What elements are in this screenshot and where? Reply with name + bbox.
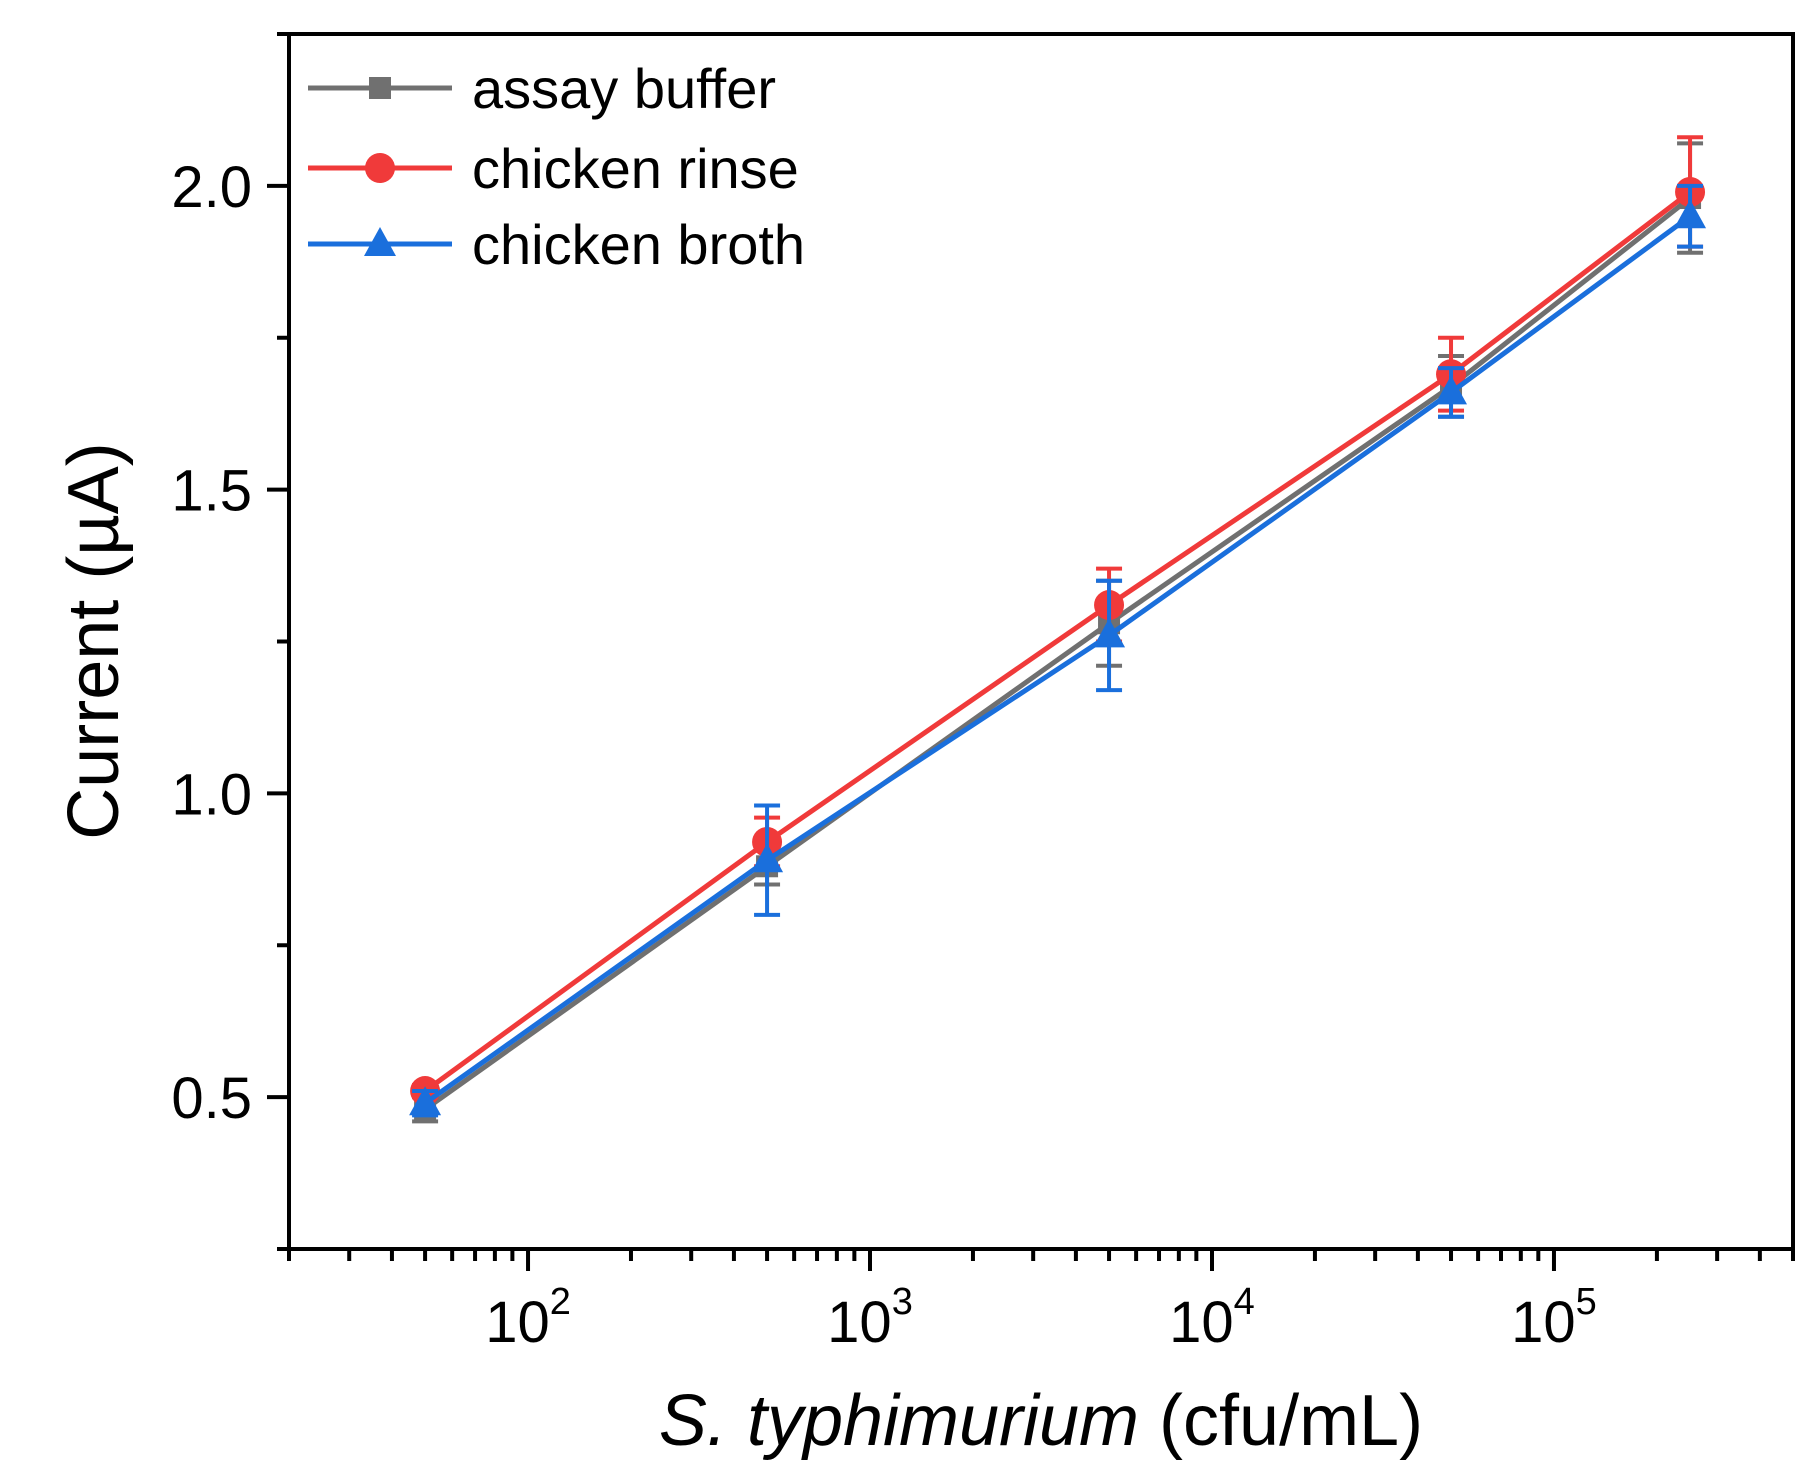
x-tick-label-base: 10: [1511, 1290, 1576, 1355]
x-tick-label-exponent: 3: [892, 1281, 913, 1323]
data-point: [1435, 375, 1468, 405]
series-line: [423, 189, 1692, 1094]
legend-label: chicken broth: [472, 213, 805, 276]
y-tick-label: 0.5: [171, 1066, 252, 1131]
legend-marker: [369, 77, 391, 99]
series-chicken-broth: [409, 183, 1707, 1118]
data-point: [409, 1086, 442, 1116]
legend-label: chicken rinse: [472, 137, 799, 200]
x-tick-label: 103: [827, 1281, 913, 1355]
x-axis-title-units: (cfu/mL): [1139, 1381, 1423, 1461]
data-point: [1093, 618, 1126, 648]
x-tick-label: 105: [1511, 1281, 1597, 1355]
x-tick-label-exponent: 4: [1234, 1281, 1255, 1323]
y-tick-label: 1.5: [171, 459, 252, 524]
legend-label: assay buffer: [472, 57, 776, 120]
x-tick-label-base: 10: [1169, 1290, 1234, 1355]
legend-item: assay buffer: [308, 57, 776, 120]
axis-ticks: [267, 32, 1795, 1271]
legend-marker: [364, 227, 396, 256]
x-tick-label-base: 10: [827, 1290, 892, 1355]
series-layer: [409, 135, 1707, 1124]
series-chicken-rinse: [410, 135, 1706, 1107]
x-tick-label: 102: [485, 1281, 571, 1355]
data-point: [751, 843, 784, 873]
legend-item: chicken broth: [308, 213, 805, 276]
x-tick-label-base: 10: [485, 1290, 550, 1355]
legend-item: chicken rinse: [308, 137, 799, 200]
legend-marker: [365, 153, 395, 183]
y-axis-title: Current (µA): [54, 442, 134, 840]
data-point: [1674, 199, 1707, 229]
x-tick-label-exponent: 2: [550, 1281, 571, 1323]
legend: assay buffer chicken rinse chicken broth: [308, 57, 805, 276]
y-tick-label: 1.0: [171, 762, 252, 827]
y-tick-label: 2.0: [171, 155, 252, 220]
x-axis-title-italic: S. typhimurium: [659, 1381, 1139, 1461]
x-axis-title: S. typhimurium (cfu/mL): [659, 1381, 1423, 1461]
x-tick-label-exponent: 5: [1576, 1281, 1597, 1323]
x-tick-label: 104: [1169, 1281, 1255, 1355]
